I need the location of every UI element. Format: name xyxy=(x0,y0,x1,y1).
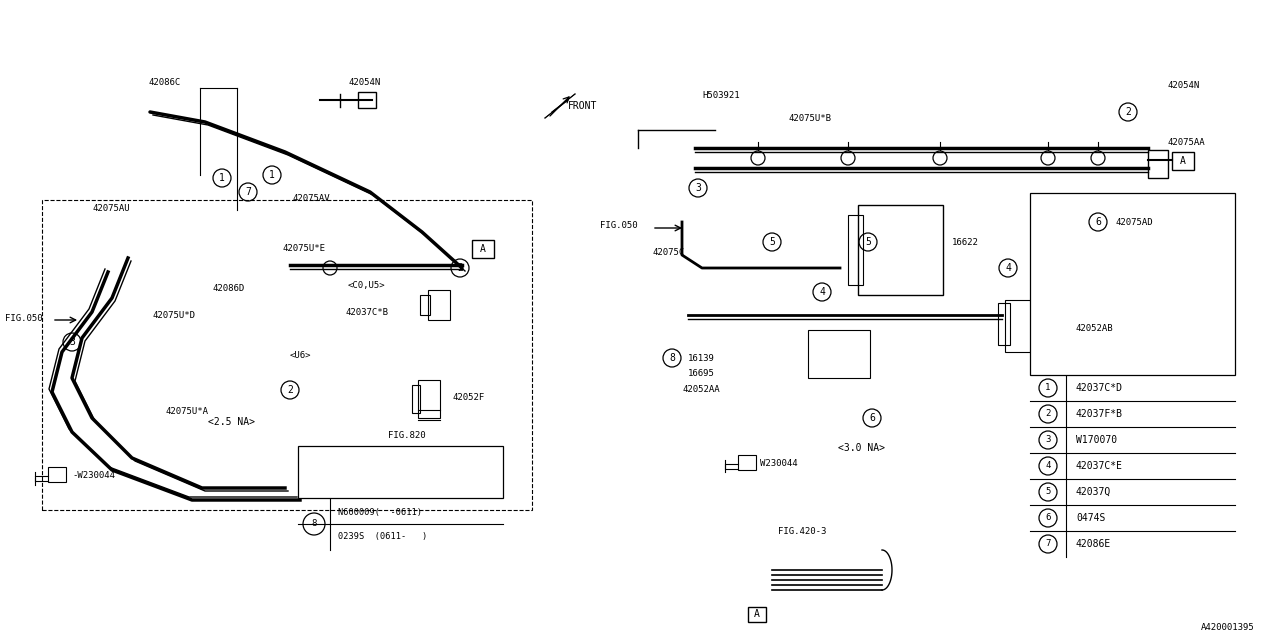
Text: 6: 6 xyxy=(1096,217,1101,227)
Text: 7: 7 xyxy=(244,187,251,197)
Bar xyxy=(998,303,1010,345)
Text: 42075U*B: 42075U*B xyxy=(788,113,831,122)
Text: 42075U*A: 42075U*A xyxy=(165,408,209,417)
Text: 1: 1 xyxy=(1046,383,1051,392)
Text: 42075U*E: 42075U*E xyxy=(282,243,325,253)
Text: 2: 2 xyxy=(1046,410,1051,419)
Bar xyxy=(1172,152,1194,170)
Text: 5: 5 xyxy=(1046,488,1051,497)
Text: 2: 2 xyxy=(457,263,463,273)
Text: 42086D: 42086D xyxy=(212,284,244,292)
Text: 42086E: 42086E xyxy=(1076,539,1111,549)
Text: A: A xyxy=(1180,156,1187,166)
Text: 42052F: 42052F xyxy=(452,394,484,403)
Text: 42075AU: 42075AU xyxy=(92,204,129,212)
Text: 0474S: 0474S xyxy=(1076,513,1106,523)
Bar xyxy=(358,92,376,108)
Text: 16695: 16695 xyxy=(689,369,714,378)
Bar xyxy=(419,380,440,418)
Text: 42037C*D: 42037C*D xyxy=(1076,383,1123,393)
Text: A420001395: A420001395 xyxy=(1201,623,1254,632)
Text: 42075AD: 42075AD xyxy=(1115,218,1152,227)
Bar xyxy=(849,215,863,285)
Text: 42075C: 42075C xyxy=(652,248,685,257)
Text: FIG.820: FIG.820 xyxy=(388,431,426,440)
Text: 42075AV: 42075AV xyxy=(292,193,330,202)
Bar xyxy=(1005,300,1070,352)
Text: 42037F*B: 42037F*B xyxy=(1076,409,1123,419)
Text: 6: 6 xyxy=(869,413,876,423)
Bar xyxy=(428,290,451,320)
Text: W230044: W230044 xyxy=(760,458,797,467)
Text: A: A xyxy=(754,609,760,619)
Text: 4: 4 xyxy=(819,287,824,297)
Text: <C0,U5>: <C0,U5> xyxy=(348,280,385,289)
Text: 0239S  (0611-   ): 0239S (0611- ) xyxy=(338,531,428,541)
Bar xyxy=(739,455,756,470)
Text: 42075U*D: 42075U*D xyxy=(152,310,195,319)
Text: 4: 4 xyxy=(1005,263,1011,273)
Text: 2: 2 xyxy=(1125,107,1132,117)
Text: 2: 2 xyxy=(287,385,293,395)
Bar xyxy=(808,330,870,378)
Text: 8: 8 xyxy=(311,520,316,529)
Bar xyxy=(298,446,503,498)
Text: 7: 7 xyxy=(1046,540,1051,548)
Text: 3: 3 xyxy=(69,337,76,347)
Bar xyxy=(1030,193,1235,375)
Text: 42052AA: 42052AA xyxy=(682,385,719,394)
Text: 3: 3 xyxy=(1046,435,1051,445)
Text: FIG.050: FIG.050 xyxy=(5,314,42,323)
Bar xyxy=(42,200,532,510)
Bar xyxy=(472,240,494,258)
Text: 1: 1 xyxy=(269,170,275,180)
Text: W170070: W170070 xyxy=(1076,435,1117,445)
Text: A: A xyxy=(480,244,486,254)
Text: <3.0 NA>: <3.0 NA> xyxy=(838,443,884,453)
Text: 5: 5 xyxy=(769,237,774,247)
Text: FIG.050: FIG.050 xyxy=(600,221,637,230)
Text: H503921: H503921 xyxy=(701,90,740,99)
Text: 5: 5 xyxy=(865,237,870,247)
Text: 8: 8 xyxy=(669,353,675,363)
Text: 42037C*E: 42037C*E xyxy=(1076,461,1123,471)
Text: 42086C: 42086C xyxy=(148,77,180,86)
Bar xyxy=(748,607,765,622)
Bar xyxy=(412,385,420,413)
Bar xyxy=(1148,150,1169,178)
Text: <U6>: <U6> xyxy=(291,351,311,360)
Text: <2.5 NA>: <2.5 NA> xyxy=(209,417,255,427)
Text: 42054N: 42054N xyxy=(1169,81,1201,90)
Text: 6: 6 xyxy=(1046,513,1051,522)
Text: 42075AA: 42075AA xyxy=(1169,138,1206,147)
Text: 3: 3 xyxy=(695,183,701,193)
Bar xyxy=(858,205,943,295)
Text: 16622: 16622 xyxy=(952,237,979,246)
Text: -W230044: -W230044 xyxy=(72,472,115,481)
Text: 4: 4 xyxy=(1046,461,1051,470)
Text: 42037Q: 42037Q xyxy=(1076,487,1111,497)
Text: 42052AB: 42052AB xyxy=(1075,323,1112,333)
Text: 1: 1 xyxy=(219,173,225,183)
Text: FRONT: FRONT xyxy=(568,101,598,111)
Bar xyxy=(420,295,430,315)
Text: 16139: 16139 xyxy=(689,353,714,362)
Text: N600009(  -0611): N600009( -0611) xyxy=(338,508,422,516)
Text: FIG.420-3: FIG.420-3 xyxy=(778,527,827,536)
Bar xyxy=(49,467,67,482)
Text: 42037C*B: 42037C*B xyxy=(346,307,388,317)
Text: 42054N: 42054N xyxy=(348,77,380,86)
